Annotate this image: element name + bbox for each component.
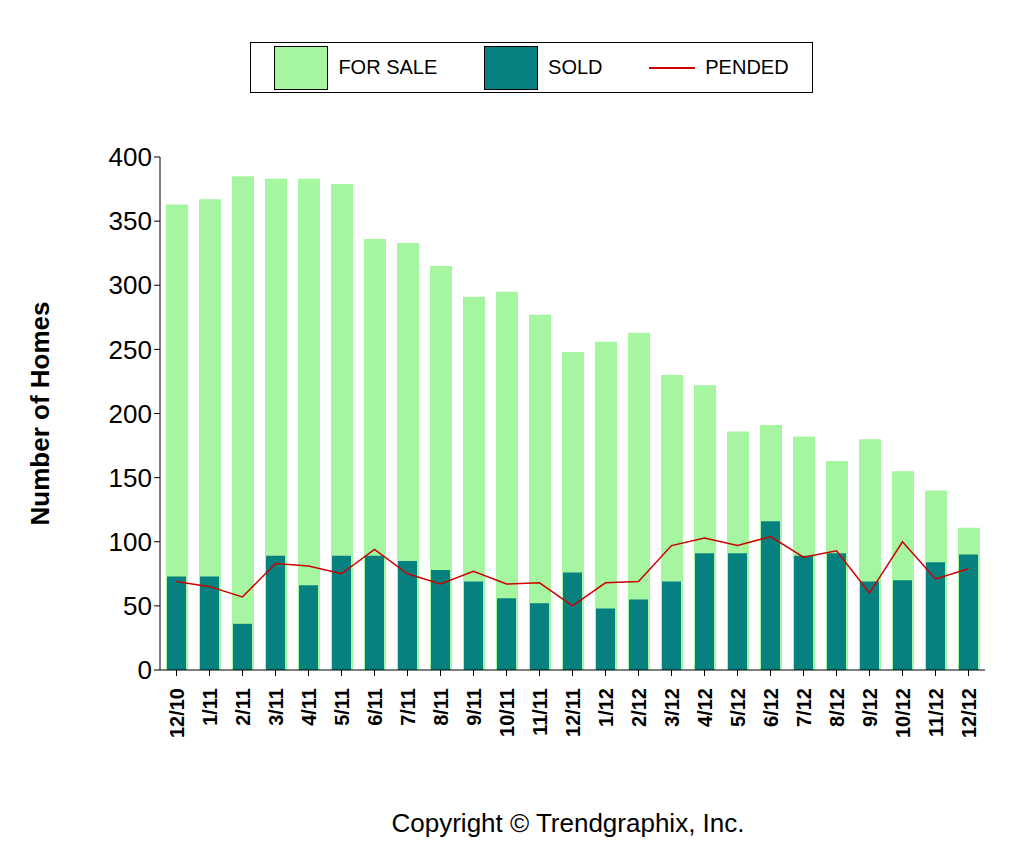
svg-text:2/11: 2/11 [232, 688, 254, 726]
svg-text:8/12: 8/12 [826, 688, 848, 727]
svg-text:350: 350 [109, 206, 152, 236]
svg-text:3/11: 3/11 [265, 688, 287, 726]
svg-text:12/12: 12/12 [958, 688, 980, 738]
svg-text:Number of Homes: Number of Homes [25, 302, 55, 526]
svg-text:400: 400 [109, 142, 152, 172]
svg-text:6/11: 6/11 [364, 688, 386, 726]
svg-text:12/10: 12/10 [166, 688, 188, 738]
svg-text:7/11: 7/11 [397, 688, 419, 726]
svg-text:4/11: 4/11 [298, 688, 320, 726]
html-text:Copyright © Trendgraphix, Inc.: Copyright © Trendgraphix, Inc. [391, 808, 745, 838]
svg-text:6/12: 6/12 [760, 688, 782, 727]
svg-text:10/12: 10/12 [892, 688, 914, 738]
svg-text:150: 150 [109, 463, 152, 493]
svg-text:4/12: 4/12 [694, 688, 716, 727]
html-text:FOR SALE: FOR SALE [338, 56, 438, 78]
svg-text:50: 50 [123, 591, 152, 621]
svg-text:300: 300 [109, 270, 152, 300]
svg-text:200: 200 [109, 399, 152, 429]
svg-text:2/12: 2/12 [628, 688, 650, 727]
svg-text:8/11: 8/11 [430, 688, 452, 726]
svg-text:0: 0 [138, 655, 152, 685]
svg-text:5/11: 5/11 [331, 688, 353, 726]
html-text:SOLD: SOLD [548, 56, 603, 78]
svg-text:11/12: 11/12 [925, 688, 947, 737]
svg-text:3/12: 3/12 [661, 688, 683, 727]
svg-text:9/12: 9/12 [859, 688, 881, 727]
svg-text:12/11: 12/11 [562, 688, 584, 737]
svg-text:100: 100 [109, 527, 152, 557]
svg-text:1/12: 1/12 [595, 688, 617, 727]
svg-text:5/12: 5/12 [727, 688, 749, 727]
svg-text:250: 250 [109, 335, 152, 365]
html-text:PENDED: PENDED [705, 56, 789, 78]
svg-text:10/11: 10/11 [496, 688, 518, 737]
svg-text:7/12: 7/12 [793, 688, 815, 727]
svg-text:1/11: 1/11 [199, 688, 221, 726]
svg-text:9/11: 9/11 [463, 688, 485, 726]
svg-text:11/11: 11/11 [529, 688, 551, 736]
